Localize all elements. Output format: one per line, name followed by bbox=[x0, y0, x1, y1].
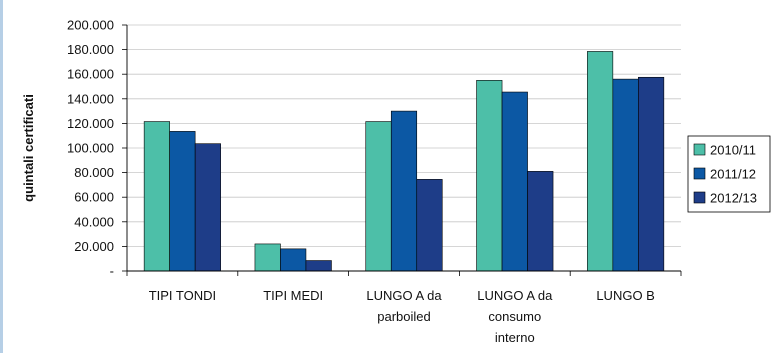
y-tick-label: 40.000 bbox=[74, 214, 114, 229]
bar bbox=[501, 91, 528, 272]
x-tick-label: LUNGO A da bbox=[366, 288, 442, 303]
y-tick-labels: - 20.000 40.000 60.000 80.000 100.000 120.000 1… bbox=[67, 18, 114, 279]
y-tick-label: - bbox=[110, 264, 114, 279]
y-axis-label: quintali certificati bbox=[21, 94, 36, 202]
x-tick-label: TIPI TONDI bbox=[149, 288, 216, 303]
x-tick-label: consumo bbox=[488, 309, 541, 324]
bar bbox=[194, 143, 221, 272]
bar bbox=[390, 110, 418, 272]
bar bbox=[476, 80, 503, 272]
bar bbox=[638, 76, 665, 272]
legend-label: 2010/11 bbox=[710, 143, 756, 158]
y-tick-label: 120.000 bbox=[67, 116, 114, 131]
x-tick-label: LUNGO A da bbox=[477, 288, 553, 303]
legend-swatch bbox=[693, 191, 706, 204]
bars bbox=[143, 51, 665, 272]
x-tick-label: LUNGO B bbox=[596, 288, 655, 303]
bar bbox=[254, 243, 281, 272]
legend-label: 2012/13 bbox=[710, 191, 757, 206]
legend-swatch bbox=[693, 143, 706, 156]
legend: 2010/11 2011/12 2012/13 bbox=[687, 135, 771, 213]
bar bbox=[587, 51, 614, 272]
axes bbox=[122, 24, 682, 276]
y-tick-label: 80.000 bbox=[74, 165, 114, 180]
x-tick-labels: TIPI TONDI TIPI MEDI LUNGO A da parboiled LU… bbox=[149, 288, 655, 345]
bar bbox=[169, 131, 196, 272]
bar bbox=[143, 121, 170, 272]
x-tick-label: interno bbox=[495, 330, 535, 345]
y-tick-label: 100.000 bbox=[67, 141, 114, 156]
x-tick-label: parboiled bbox=[377, 309, 431, 324]
legend-swatch bbox=[693, 167, 706, 180]
y-tick-label: 60.000 bbox=[74, 190, 114, 205]
bar bbox=[305, 260, 332, 272]
bar bbox=[365, 121, 392, 272]
bar bbox=[416, 179, 443, 272]
y-tick-label: 20.000 bbox=[74, 239, 114, 254]
y-tick-label: 160.000 bbox=[67, 67, 114, 82]
y-tick-label: 180.000 bbox=[67, 42, 114, 57]
left-edge-border bbox=[0, 0, 3, 353]
y-tick-label: 140.000 bbox=[67, 91, 114, 106]
bar bbox=[527, 171, 554, 272]
y-tick-label: 200.000 bbox=[67, 18, 114, 33]
bar bbox=[612, 78, 639, 272]
legend-label: 2011/12 bbox=[710, 167, 756, 182]
bar bbox=[280, 248, 307, 272]
x-tick-label: TIPI MEDI bbox=[263, 288, 323, 303]
